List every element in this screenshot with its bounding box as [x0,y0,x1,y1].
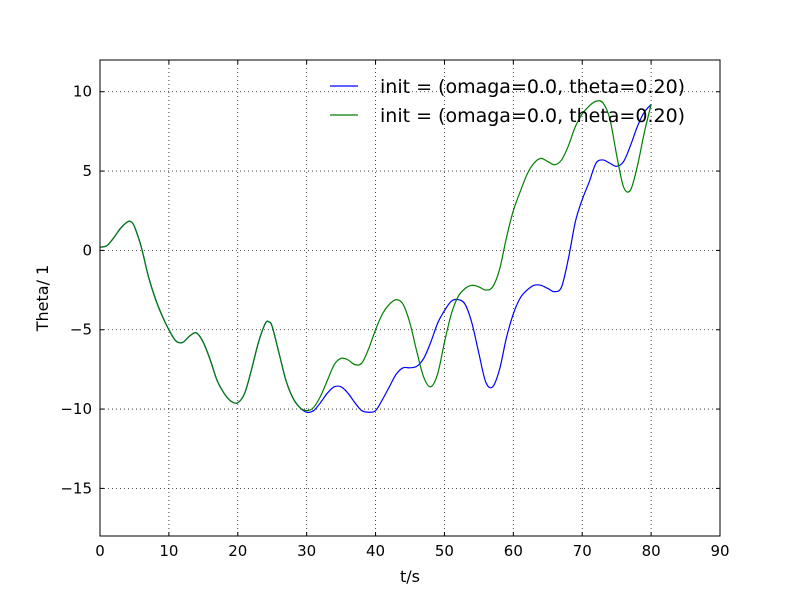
x-tick-label: 20 [228,542,247,560]
series-line-1 [99,104,652,414]
legend-label-1: init = (omaga=0.0, theta=0.20) [380,76,685,98]
x-tick-label: 0 [95,542,105,560]
y-tick-label: −15 [60,479,92,497]
y-tick-label: 5 [82,162,92,180]
y-tick-label: −10 [60,400,92,418]
plot-frame [99,59,721,537]
y-tick-label: 10 [73,83,92,101]
x-tick-label: 90 [710,542,729,560]
x-tick-label: 50 [435,542,454,560]
series-layer [99,100,652,414]
grid [100,60,720,536]
series-line-2 [99,100,652,412]
legend-label-2: init = (omaga=0.0, theta=0.20) [380,105,685,127]
ticks: 0 10 20 30 40 50 60 70 80 90 −15 −10 −5 0 5 10 [60,60,730,560]
x-axis-label: t/s [400,567,420,586]
x-tick-label: 40 [366,542,385,560]
legend: init = (omaga=0.0, theta=0.20) init = (om… [330,76,685,127]
y-tick-label: −5 [70,321,92,339]
x-tick-label: 10 [159,542,178,560]
y-tick-label: 0 [82,241,92,259]
x-tick-label: 30 [297,542,316,560]
y-axis-label: Theta/ 1 [33,265,52,333]
x-tick-label: 60 [504,542,523,560]
x-tick-label: 80 [642,542,661,560]
x-tick-label: 70 [573,542,592,560]
